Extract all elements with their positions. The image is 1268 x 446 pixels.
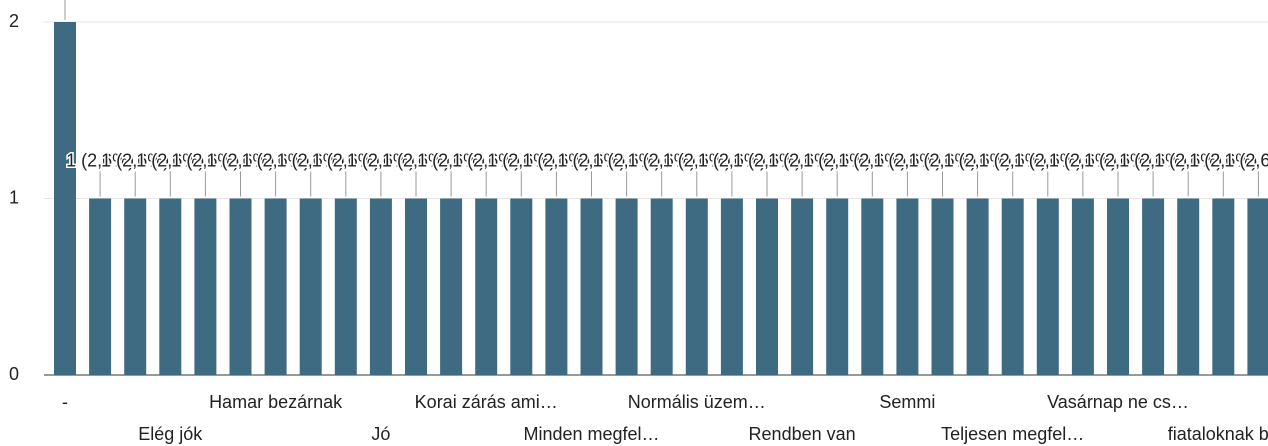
bar — [89, 198, 112, 375]
data-label: 1 (2,6%) — [838, 150, 906, 170]
data-label: 1 (2,6%) — [206, 150, 274, 170]
data-label: 1 (2,6%) — [417, 150, 485, 170]
bar — [1212, 198, 1235, 375]
data-label: 1 (2,6%) — [979, 150, 1047, 170]
bar — [440, 198, 463, 375]
bar — [791, 198, 814, 375]
bar — [896, 198, 919, 375]
bar — [826, 198, 849, 375]
y-tick-label: 2 — [9, 11, 19, 31]
data-label: 1 (2,6%) — [944, 150, 1012, 170]
data-label: 1 (2,6%) — [768, 150, 836, 170]
bar — [966, 198, 989, 375]
bar — [124, 198, 147, 375]
bar — [510, 198, 533, 375]
data-label: 1 (2,6%) — [1224, 150, 1268, 170]
bar — [264, 198, 287, 375]
data-label: 1 (2,6%) — [698, 150, 766, 170]
bar — [334, 198, 357, 375]
x-tick-label: Teljesen megfel… — [941, 424, 1084, 444]
bar — [1071, 198, 1094, 375]
bar — [650, 198, 673, 375]
bar — [1142, 198, 1165, 375]
x-tick-label: Minden megfel… — [523, 424, 659, 444]
data-label: 1 (2,6%) — [733, 150, 801, 170]
x-tick-label: Elég jók — [138, 424, 203, 444]
data-label: 1 (2,6%) — [1119, 150, 1187, 170]
data-label: 1 (2,6%) — [452, 150, 520, 170]
data-label: 1 (2,6%) — [382, 150, 450, 170]
bar — [685, 198, 708, 375]
data-label: 1 (2,6%) — [1084, 150, 1152, 170]
data-label: 1 (2,6%) — [908, 150, 976, 170]
data-label: 1 (2,6%) — [66, 150, 134, 170]
data-label: 1 (2,6%) — [1049, 150, 1117, 170]
data-label: 1 (2,6%) — [873, 150, 941, 170]
data-label: 1 (2,6%) — [522, 150, 590, 170]
y-tick-label: 0 — [9, 364, 19, 384]
x-tick-label: Jó — [371, 424, 390, 444]
data-label: 1 (2,6%) — [1189, 150, 1257, 170]
bar — [1177, 198, 1200, 375]
data-label: 1 (2,6%) — [136, 150, 204, 170]
data-label: 1 (2,6%) — [557, 150, 625, 170]
bar — [1247, 198, 1268, 375]
x-tick-label: Hamar bezárnak — [209, 392, 343, 412]
x-tick-label: Normális üzem… — [628, 392, 766, 412]
bar — [194, 198, 217, 375]
data-label: 1 (2,6%) — [1014, 150, 1082, 170]
bar — [720, 198, 743, 375]
data-label: 1 (2,6%) — [277, 150, 345, 170]
x-tick-label: Korai zárás ami… — [415, 392, 558, 412]
x-tick-label: Semmi — [879, 392, 935, 412]
bar — [54, 22, 76, 375]
bar — [475, 198, 498, 375]
x-tick-label: fiataloknak be — [1168, 424, 1268, 444]
bar — [861, 198, 884, 375]
bar — [369, 198, 392, 375]
data-label: 1 (2,6%) — [663, 150, 731, 170]
bar — [1036, 198, 1059, 375]
x-tick-label: - — [62, 392, 68, 412]
data-label: 1 (2,6%) — [628, 150, 696, 170]
bar — [405, 198, 427, 375]
data-label: 1 (2,6%) — [347, 150, 415, 170]
data-label: 1 (2,6%) — [803, 150, 871, 170]
y-tick-label: 1 — [9, 187, 19, 207]
bar — [545, 198, 568, 375]
bar — [580, 198, 603, 375]
bar — [1001, 198, 1024, 375]
data-label: 1 (2,6%) — [171, 150, 239, 170]
bar — [229, 198, 252, 375]
data-label: 1 (2,6%) — [312, 150, 380, 170]
bar — [299, 198, 322, 375]
x-tick-label: Vasárnap ne cs… — [1047, 392, 1189, 412]
data-label: 1 (2,6%) — [242, 150, 310, 170]
data-label: 1 (2,6%) — [101, 150, 169, 170]
data-label: 1 (2,6%) — [593, 150, 661, 170]
data-label: 1 (2,6%) — [487, 150, 555, 170]
bar — [931, 198, 954, 375]
bar — [1107, 198, 1129, 375]
bar — [159, 198, 182, 375]
bar — [756, 198, 778, 375]
bar — [615, 198, 638, 375]
data-label: 1 (2,6%) — [1154, 150, 1222, 170]
x-tick-label: Rendben van — [749, 424, 856, 444]
